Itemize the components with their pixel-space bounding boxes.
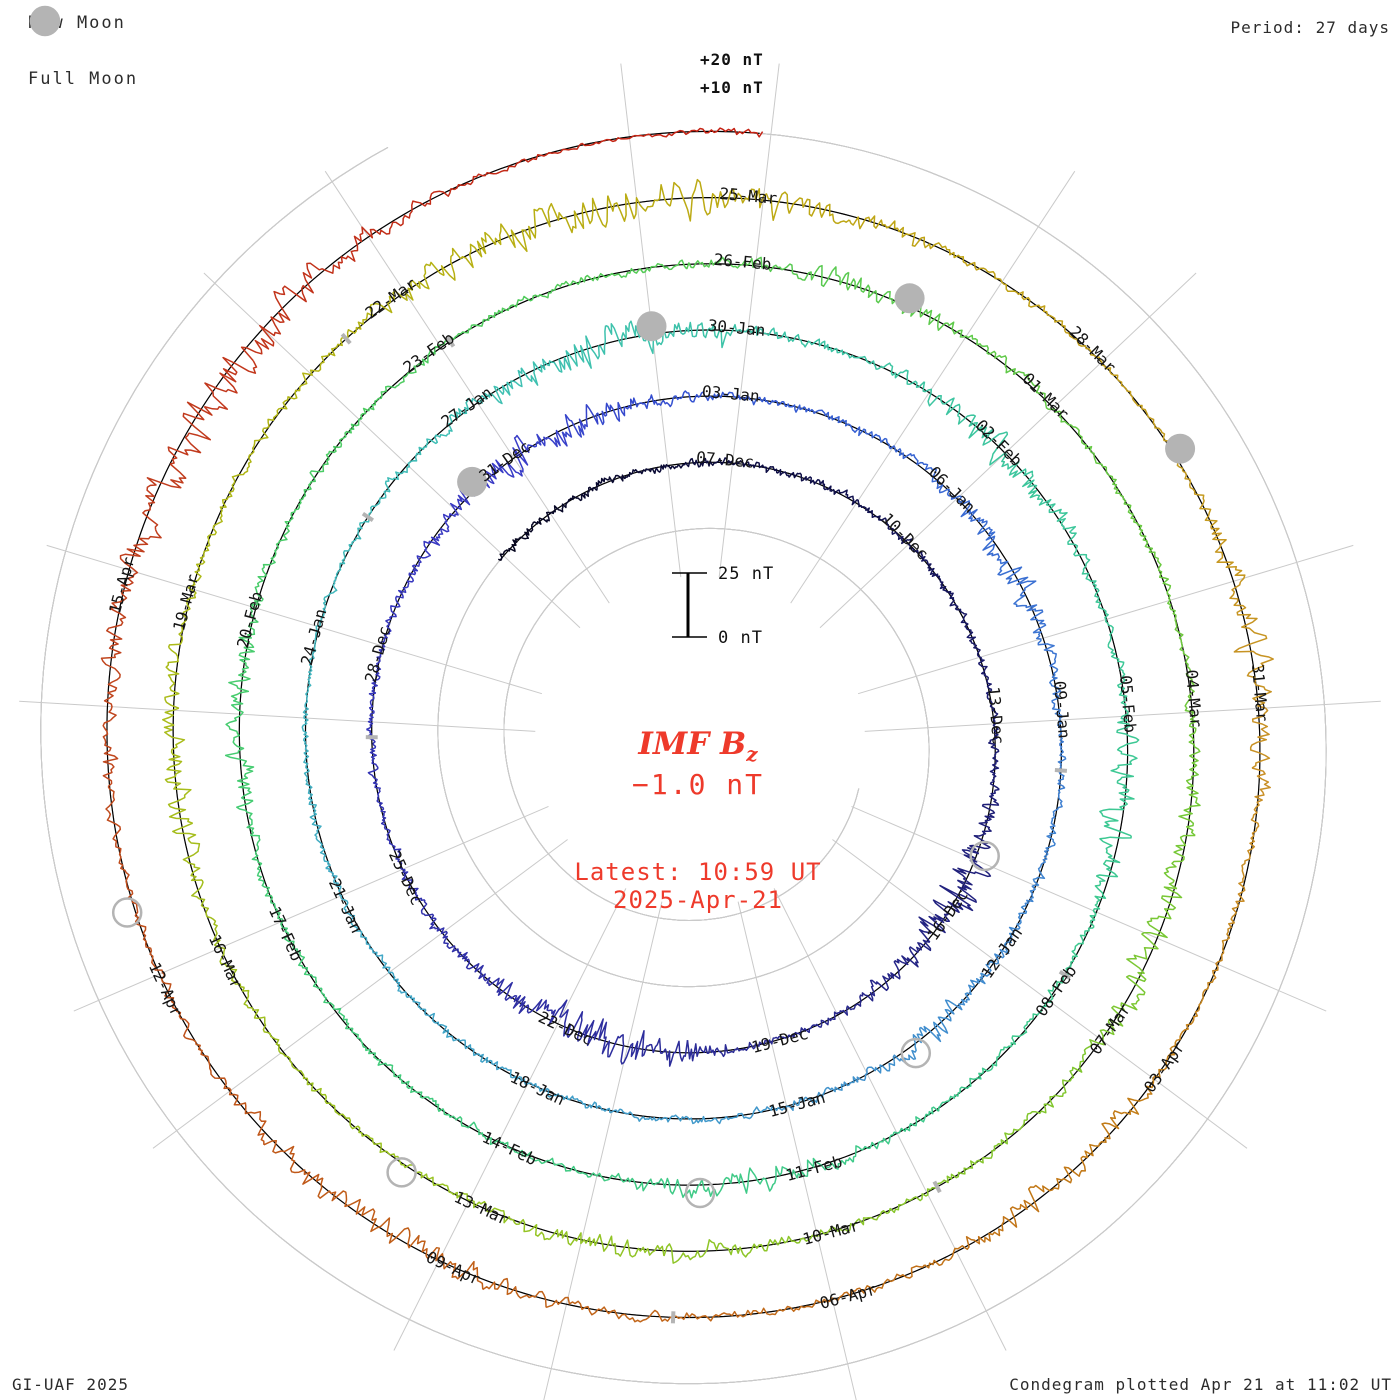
date-label: 16-Mar — [205, 931, 247, 992]
date-label: 13-Mar — [451, 1187, 512, 1229]
date-label: 05-Feb — [1116, 674, 1140, 733]
period-note: Period: 27 days — [1230, 18, 1390, 37]
date-label: 10-Mar — [801, 1216, 862, 1249]
date-label: 08-Feb — [1032, 962, 1081, 1020]
date-label: 07-Mar — [1086, 1000, 1135, 1059]
date-label: 31-Mar — [1248, 663, 1272, 723]
current-value: −1.0 nT — [631, 768, 765, 801]
latest-date: 2025-Apr-21 — [613, 886, 783, 914]
full-moon-marker — [111, 897, 143, 928]
new-moon-marker — [894, 283, 925, 314]
scale-bar-max-label: 25 nT — [718, 564, 775, 584]
new-moon-marker — [1165, 433, 1196, 464]
date-label: 13-Dec — [984, 686, 1008, 745]
date-label: 06-Jan — [925, 462, 979, 516]
date-label: 09-Apr — [423, 1247, 484, 1289]
date-label: 19-Dec — [749, 1024, 810, 1057]
date-label: 03-Jan — [701, 382, 760, 406]
full-moon-marker — [969, 840, 1000, 872]
plot-title: IMF Bz — [638, 726, 757, 766]
new-moon-icon — [30, 6, 60, 36]
date-label: 23-Feb — [400, 328, 458, 377]
latest-time: Latest: 10:59 UT — [574, 858, 822, 886]
date-label: 27-Jan — [437, 383, 495, 432]
date-label: 25-Dec — [385, 848, 427, 908]
moon-legend: New Moon Full Moon — [28, 4, 138, 116]
date-label: 28-Mar — [1065, 322, 1120, 377]
date-label: 28-Dec — [361, 624, 394, 685]
date-label: 20-Feb — [233, 589, 266, 650]
full-moon-label: Full Moon — [28, 69, 139, 89]
date-label: 12-Apr — [145, 959, 187, 1020]
date-label: 09-Jan — [1050, 680, 1074, 739]
new-moon-marker — [457, 466, 488, 497]
date-label: 07-Dec — [695, 448, 754, 472]
date-label: 15-Apr — [105, 555, 138, 616]
plotted-time-text: Condegram plotted Apr 21 at 11:02 UT — [1009, 1375, 1392, 1394]
scale-bar: 25 nT 0 nT — [660, 560, 800, 650]
date-label: 26-Feb — [713, 250, 772, 274]
date-label: 06-Apr — [818, 1280, 879, 1313]
outer-scale-plus10: +10 nT — [700, 78, 764, 97]
date-label: 11-Feb — [784, 1152, 845, 1185]
full-moon-marker — [684, 1177, 716, 1209]
date-label: 17-Feb — [265, 903, 307, 963]
date-label: 04-Mar — [1182, 669, 1206, 729]
full-moon-marker — [386, 1157, 417, 1188]
scale-bar-min-label: 0 nT — [718, 628, 763, 648]
plot-title-main: IMF B — [638, 726, 747, 762]
outer-scale-plus20: +20 nT — [700, 50, 764, 69]
date-label: 16-Dec — [923, 886, 972, 944]
scale-bar-icon — [672, 572, 707, 638]
plot-title-sub: z — [746, 742, 758, 767]
date-label: 10-Dec — [878, 509, 932, 563]
date-label: 19-Mar — [169, 572, 202, 633]
full-moon-marker — [900, 1037, 932, 1069]
date-label: 24-Jan — [297, 607, 330, 668]
credit-text: GI-UAF 2025 — [12, 1375, 129, 1394]
date-label: 15-Jan — [767, 1088, 828, 1121]
date-label: 18-Jan — [507, 1067, 567, 1109]
full-moon-icon — [29, 5, 61, 37]
date-label: 21-Jan — [325, 876, 367, 936]
new-moon-marker — [636, 311, 667, 342]
date-label: 02-Feb — [972, 416, 1026, 470]
legend-full-moon: Full Moon — [28, 5, 139, 98]
legend-new-moon: New Moon — [28, 4, 138, 42]
